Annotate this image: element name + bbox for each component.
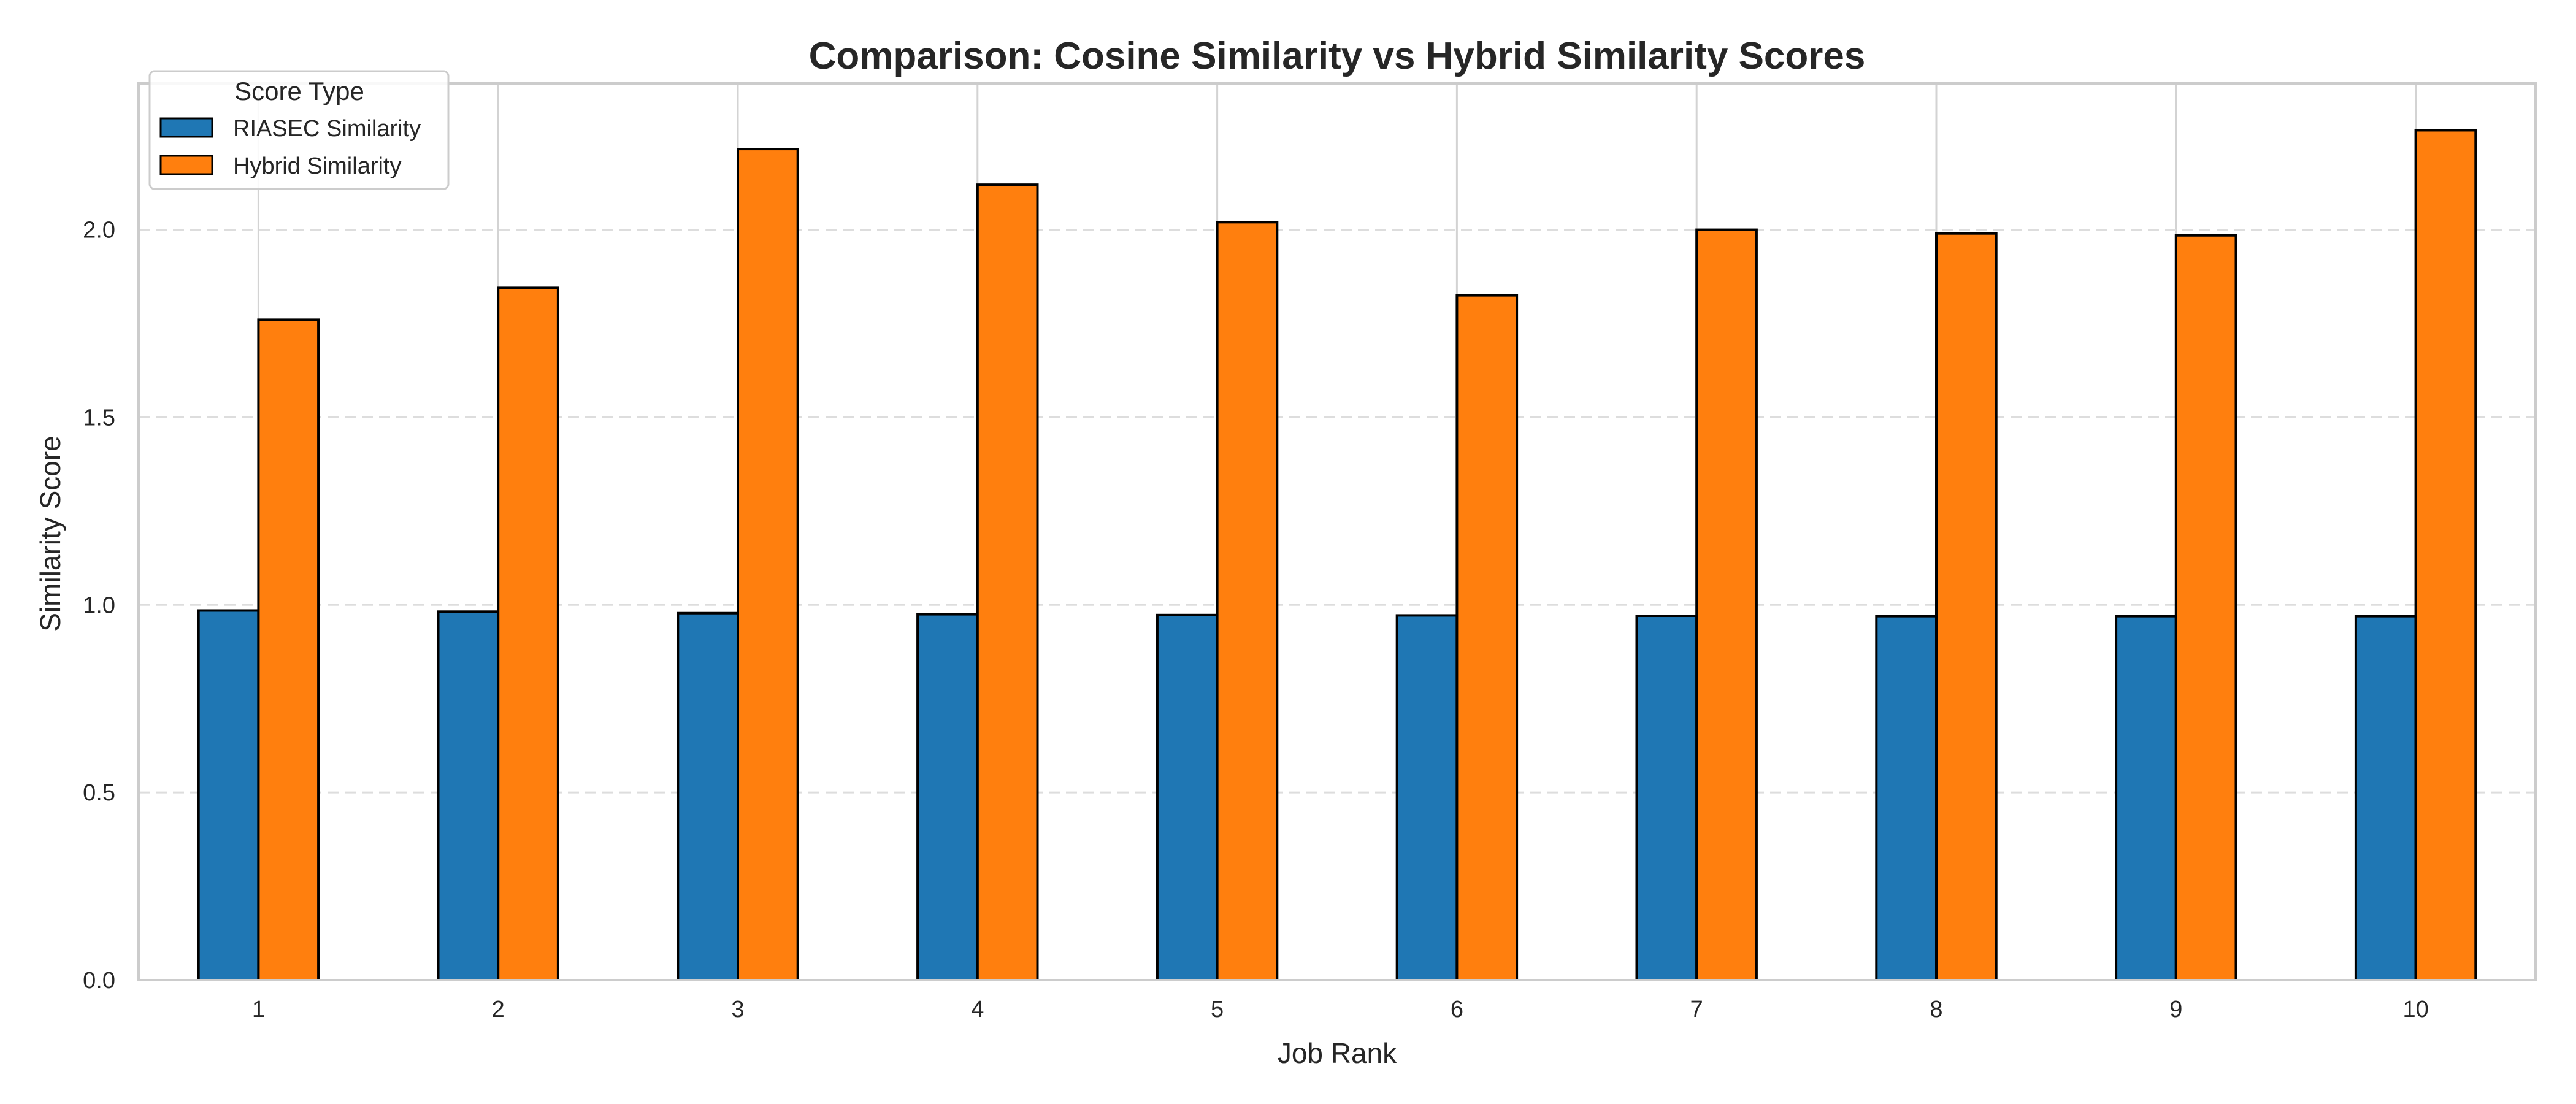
x-tick-label: 1	[252, 997, 265, 1022]
x-tick-label: 4	[971, 997, 984, 1022]
bar-riasec-similarity-rank-8	[1875, 615, 1938, 981]
bar-hybrid-similarity-rank-2	[497, 286, 559, 982]
x-tick-label: 7	[1690, 997, 1703, 1022]
legend-swatch-hybrid	[159, 155, 213, 175]
legend: Score Type RIASEC Similarity Hybrid Simi…	[148, 70, 450, 190]
legend-title: Score Type	[234, 77, 364, 105]
bar-hybrid-similarity-rank-3	[737, 148, 799, 982]
bar-riasec-similarity-rank-4	[916, 613, 979, 981]
y-axis-label: Similarity Score	[34, 435, 66, 632]
bar-riasec-similarity-rank-2	[437, 610, 500, 981]
bar-hybrid-similarity-rank-7	[1695, 228, 1758, 981]
bar-riasec-similarity-rank-1	[197, 609, 260, 981]
x-tick-label: 6	[1451, 997, 1463, 1022]
x-tick-label: 5	[1211, 997, 1224, 1022]
bar-hybrid-similarity-rank-6	[1455, 294, 1519, 981]
bar-hybrid-similarity-rank-10	[2414, 129, 2477, 981]
x-axis-label: Job Rank	[1278, 1037, 1397, 1069]
x-tick-label: 2	[492, 997, 505, 1022]
bar-riasec-similarity-rank-7	[1635, 615, 1698, 981]
x-tick-label: 9	[2169, 997, 2182, 1022]
plot-frame	[137, 82, 2537, 981]
x-tick-label: 3	[731, 997, 744, 1022]
y-tick-label: 1.5	[83, 405, 115, 431]
bar-riasec-similarity-rank-10	[2354, 615, 2417, 981]
legend-box	[148, 70, 450, 190]
y-tick-label: 0.0	[83, 968, 115, 994]
bar-hybrid-similarity-rank-1	[257, 318, 320, 981]
bars	[197, 129, 2477, 982]
x-tick-label: 8	[1930, 997, 1942, 1022]
bar-riasec-similarity-rank-9	[2115, 615, 2177, 981]
legend-label-hybrid: Hybrid Similarity	[233, 153, 401, 179]
bar-hybrid-similarity-rank-8	[1935, 232, 1998, 982]
legend-swatch-riasec	[159, 117, 213, 138]
chart-title: Comparison: Cosine Similarity vs Hybrid …	[809, 35, 1866, 77]
x-tick-label: 10	[2402, 997, 2428, 1022]
y-tick-label: 1.0	[83, 592, 115, 618]
bar-hybrid-similarity-rank-4	[976, 183, 1039, 981]
bar-hybrid-similarity-rank-5	[1216, 221, 1279, 981]
y-tick-label: 0.5	[83, 780, 115, 806]
bar-riasec-similarity-rank-5	[1156, 613, 1219, 981]
bar-riasec-similarity-rank-3	[677, 611, 740, 981]
y-tick-label: 2.0	[83, 218, 115, 243]
legend-label-riasec: RIASEC Similarity	[233, 116, 421, 142]
tick-labels: 1 2 3 4 5 6 7 8 9 10 0.0 0.5 1.0 1.5 2.0	[83, 218, 2429, 1022]
bar-riasec-similarity-rank-6	[1395, 614, 1459, 981]
bar-hybrid-similarity-rank-9	[2174, 234, 2237, 982]
